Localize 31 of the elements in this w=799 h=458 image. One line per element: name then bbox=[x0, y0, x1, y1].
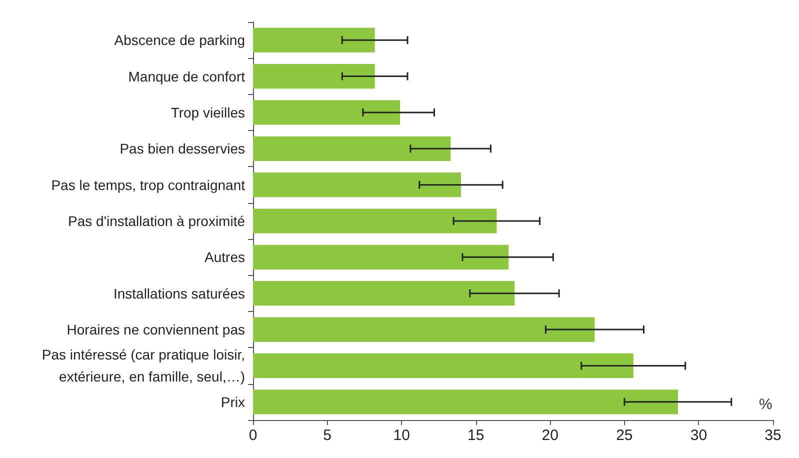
bar bbox=[253, 353, 634, 378]
bar bbox=[253, 208, 497, 234]
y-tick-label: Pas bien desservies bbox=[120, 140, 245, 157]
y-tick-label: Trop vieilles bbox=[170, 104, 245, 120]
bar bbox=[253, 100, 400, 125]
y-tick-label: Horaires ne conviennent pas bbox=[66, 322, 245, 338]
y-tick-label: Pas le temps, trop contraignant bbox=[51, 176, 246, 193]
y-tick-label: Manque de confort bbox=[128, 68, 246, 84]
y-tick-label: Installations saturées bbox=[113, 285, 245, 302]
x-tick-label: 30 bbox=[690, 427, 708, 444]
bar bbox=[253, 28, 375, 52]
x-tick-label: 15 bbox=[468, 427, 484, 444]
y-tick-label: Abscence de parking bbox=[114, 32, 245, 48]
bar bbox=[253, 172, 461, 198]
x-tick-label: 10 bbox=[393, 427, 410, 444]
bar bbox=[253, 136, 451, 161]
x-tick-label: 5 bbox=[323, 427, 332, 444]
x-axis-title: % bbox=[759, 396, 772, 413]
y-tick-label: Pas intéressé (car pratique loisir, extérieure, en famille, seul,…) bbox=[42, 346, 245, 385]
x-tick-label: 20 bbox=[542, 427, 558, 444]
bar bbox=[253, 281, 514, 306]
bar bbox=[253, 317, 595, 342]
bar bbox=[253, 244, 509, 270]
y-tick-label: Pas d'installation à proximité bbox=[68, 213, 246, 229]
y-tick-label: Autres bbox=[204, 249, 245, 266]
x-tick-label: 25 bbox=[616, 427, 633, 444]
y-tick-label: Prix bbox=[220, 394, 245, 410]
bar bbox=[253, 64, 375, 89]
x-tick-label: 35 bbox=[764, 427, 782, 444]
bar bbox=[253, 390, 678, 414]
x-tick-label: 0 bbox=[248, 427, 258, 444]
